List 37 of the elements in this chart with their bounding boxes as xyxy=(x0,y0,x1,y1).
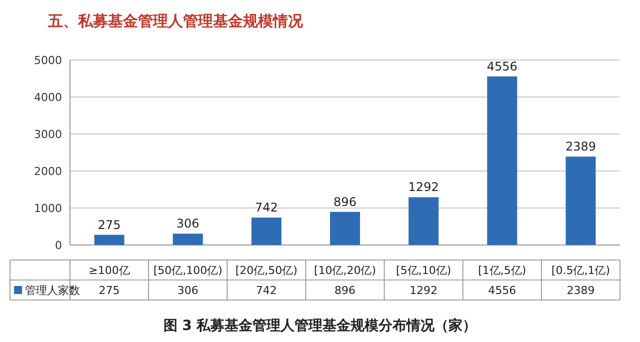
bar xyxy=(330,212,360,245)
x-tick-label: [1亿,5亿) xyxy=(478,264,526,277)
text: 896 xyxy=(334,284,356,297)
bar xyxy=(566,156,596,245)
text: 4556 xyxy=(488,284,516,297)
x-tick-label: [5亿,10亿) xyxy=(396,264,452,277)
y-tick-label: 0 xyxy=(55,239,62,252)
bar xyxy=(172,234,203,245)
y-tick-label: 3000 xyxy=(34,128,62,141)
data-label: 896 xyxy=(334,194,356,209)
bar xyxy=(408,197,439,245)
text: 2389 xyxy=(566,284,595,297)
x-tick-label: [20亿,50亿) xyxy=(235,264,298,277)
y-tick-label: 1000 xyxy=(34,202,62,215)
data-label: 306 xyxy=(176,216,200,231)
y-tick-label: 5000 xyxy=(34,54,62,67)
legend-label: 管理人家数 xyxy=(25,284,80,297)
bar xyxy=(487,76,518,245)
data-label: 4556 xyxy=(486,59,518,74)
text: 275 xyxy=(98,284,120,297)
text: 306 xyxy=(177,284,198,297)
x-tick-label: [0.5亿,1亿) xyxy=(551,264,610,277)
caption: 图 3 私募基金管理人管理基金规模分布情况（家） xyxy=(163,317,477,334)
data-label: 742 xyxy=(254,200,278,215)
chart-title: 五、私募基金管理人管理基金规模情况 xyxy=(47,12,304,30)
bar xyxy=(251,218,282,245)
bar xyxy=(94,234,124,245)
y-tick-label: 4000 xyxy=(34,91,62,104)
data-label: 275 xyxy=(98,218,121,232)
data-label: 1292 xyxy=(408,180,439,194)
text: 1292 xyxy=(410,284,438,297)
x-tick-label: ≥100亿 xyxy=(88,264,130,277)
text: 742 xyxy=(256,284,277,297)
data-label: 2389 xyxy=(565,140,596,154)
x-tick-label: [10亿,20亿) xyxy=(314,264,376,277)
x-tick-label: [50亿,100亿) xyxy=(153,264,222,277)
y-tick-label: 2000 xyxy=(34,165,62,178)
